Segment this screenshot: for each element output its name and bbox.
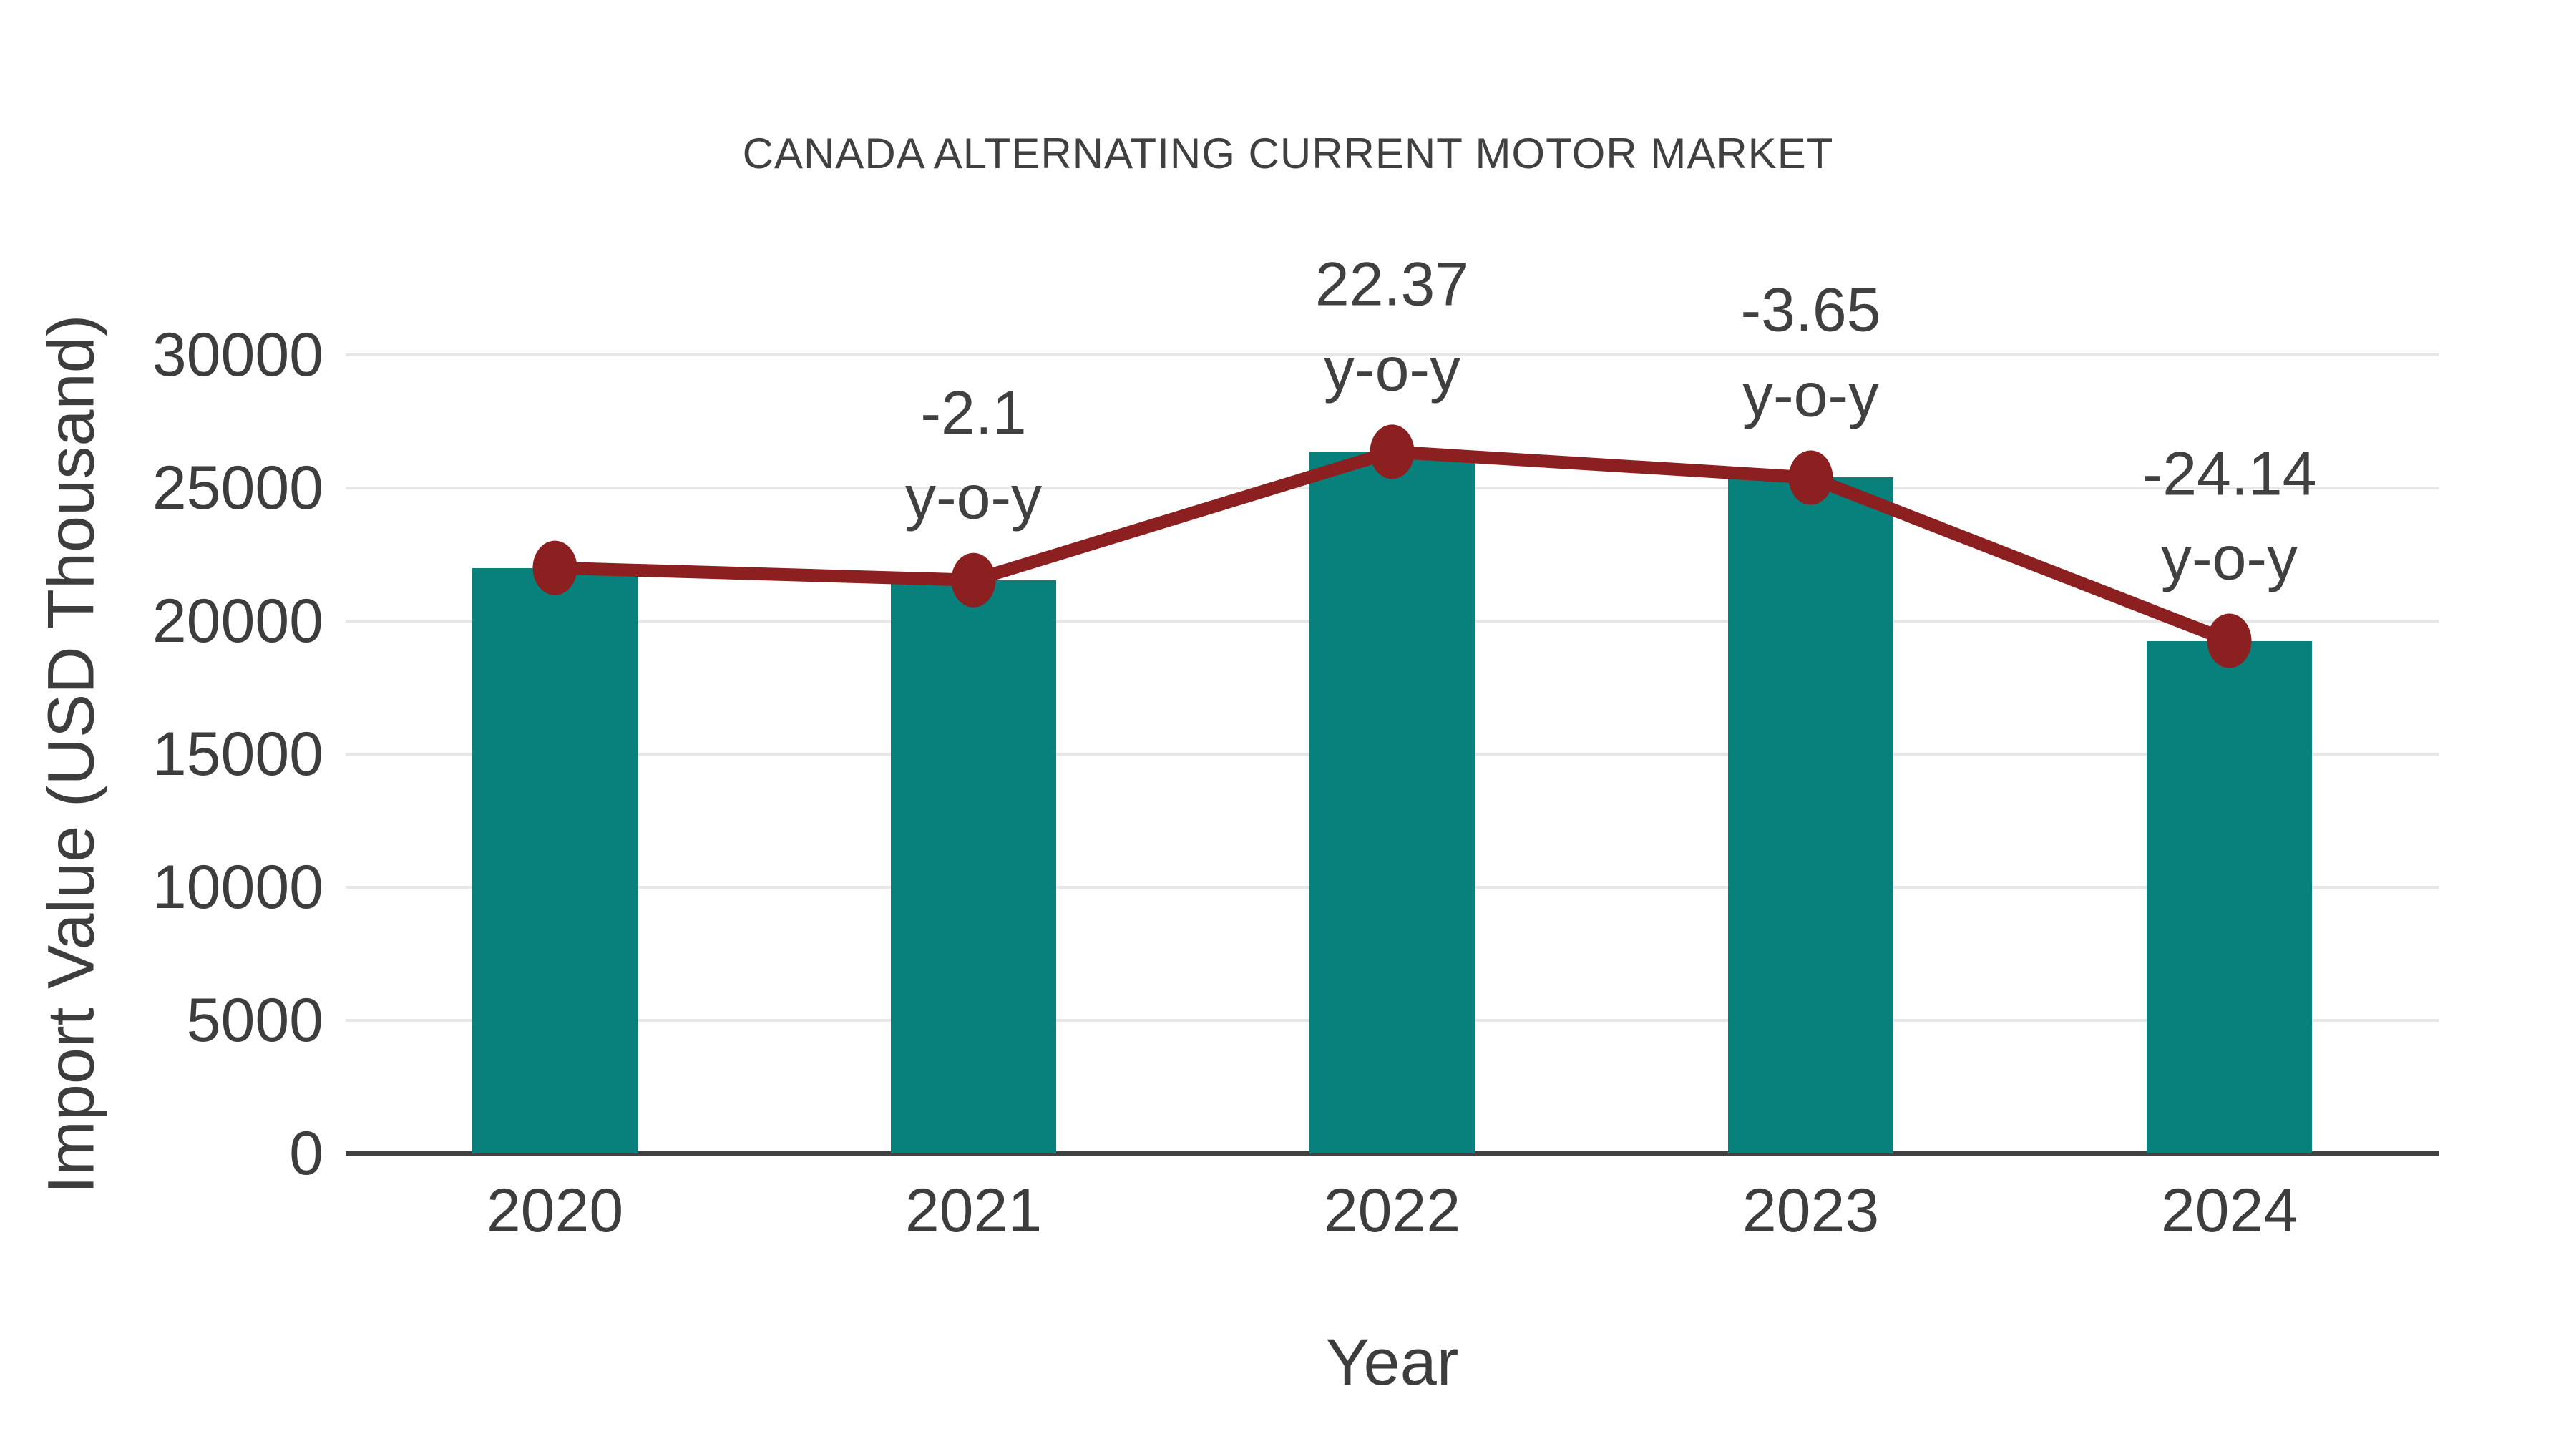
yoy-annotation-2024: -24.14 y-o-y <box>2142 431 2317 601</box>
x-tick-label-2021: 2021 <box>904 1176 1043 1245</box>
yoy-value: 22.37 <box>1314 250 1470 320</box>
bar-2024 <box>2147 640 2312 1153</box>
x-tick-label-2024: 2024 <box>2160 1176 2298 1245</box>
y-tick-label: 15000 <box>152 720 323 789</box>
y-tick-label: 25000 <box>152 454 323 522</box>
x-tick-label-2022: 2022 <box>1323 1176 1461 1245</box>
y-tick-label: 0 <box>289 1119 323 1188</box>
chart-title: CANADA ALTERNATING CURRENT MOTOR MARKET <box>742 130 1834 177</box>
yoy-unit-label: y-o-y <box>904 464 1043 533</box>
bar-2023 <box>1728 477 1893 1153</box>
x-tick-label-2020: 2020 <box>486 1176 624 1245</box>
yoy-unit-label: y-o-y <box>1742 361 1880 430</box>
y-tick-label: 5000 <box>186 986 323 1055</box>
bar-2021 <box>891 580 1056 1153</box>
bar-2020 <box>472 567 638 1153</box>
yoy-unit-label: y-o-y <box>2160 524 2298 593</box>
yoy-value: -3.65 <box>1740 276 1881 346</box>
y-tick-label: 30000 <box>152 321 323 389</box>
yoy-annotation-2021: -2.1 y-o-y <box>905 371 1042 540</box>
y-tick-label: 10000 <box>152 853 323 922</box>
y-tick-label: 20000 <box>152 587 323 655</box>
yoy-unit-label: y-o-y <box>1323 335 1461 404</box>
bar-2022 <box>1309 452 1475 1153</box>
yoy-value: -2.1 <box>920 379 1027 448</box>
yoy-value: -24.14 <box>2142 439 2317 509</box>
yoy-annotation-2022: 22.37 y-o-y <box>1315 243 1469 412</box>
x-axis-line <box>346 1151 2439 1156</box>
x-tick-label-2023: 2023 <box>1742 1176 1880 1245</box>
x-axis-title: Year <box>1325 1326 1459 1399</box>
yoy-annotation-2023: -3.65 y-o-y <box>1740 268 1880 438</box>
gridline <box>346 353 2439 356</box>
